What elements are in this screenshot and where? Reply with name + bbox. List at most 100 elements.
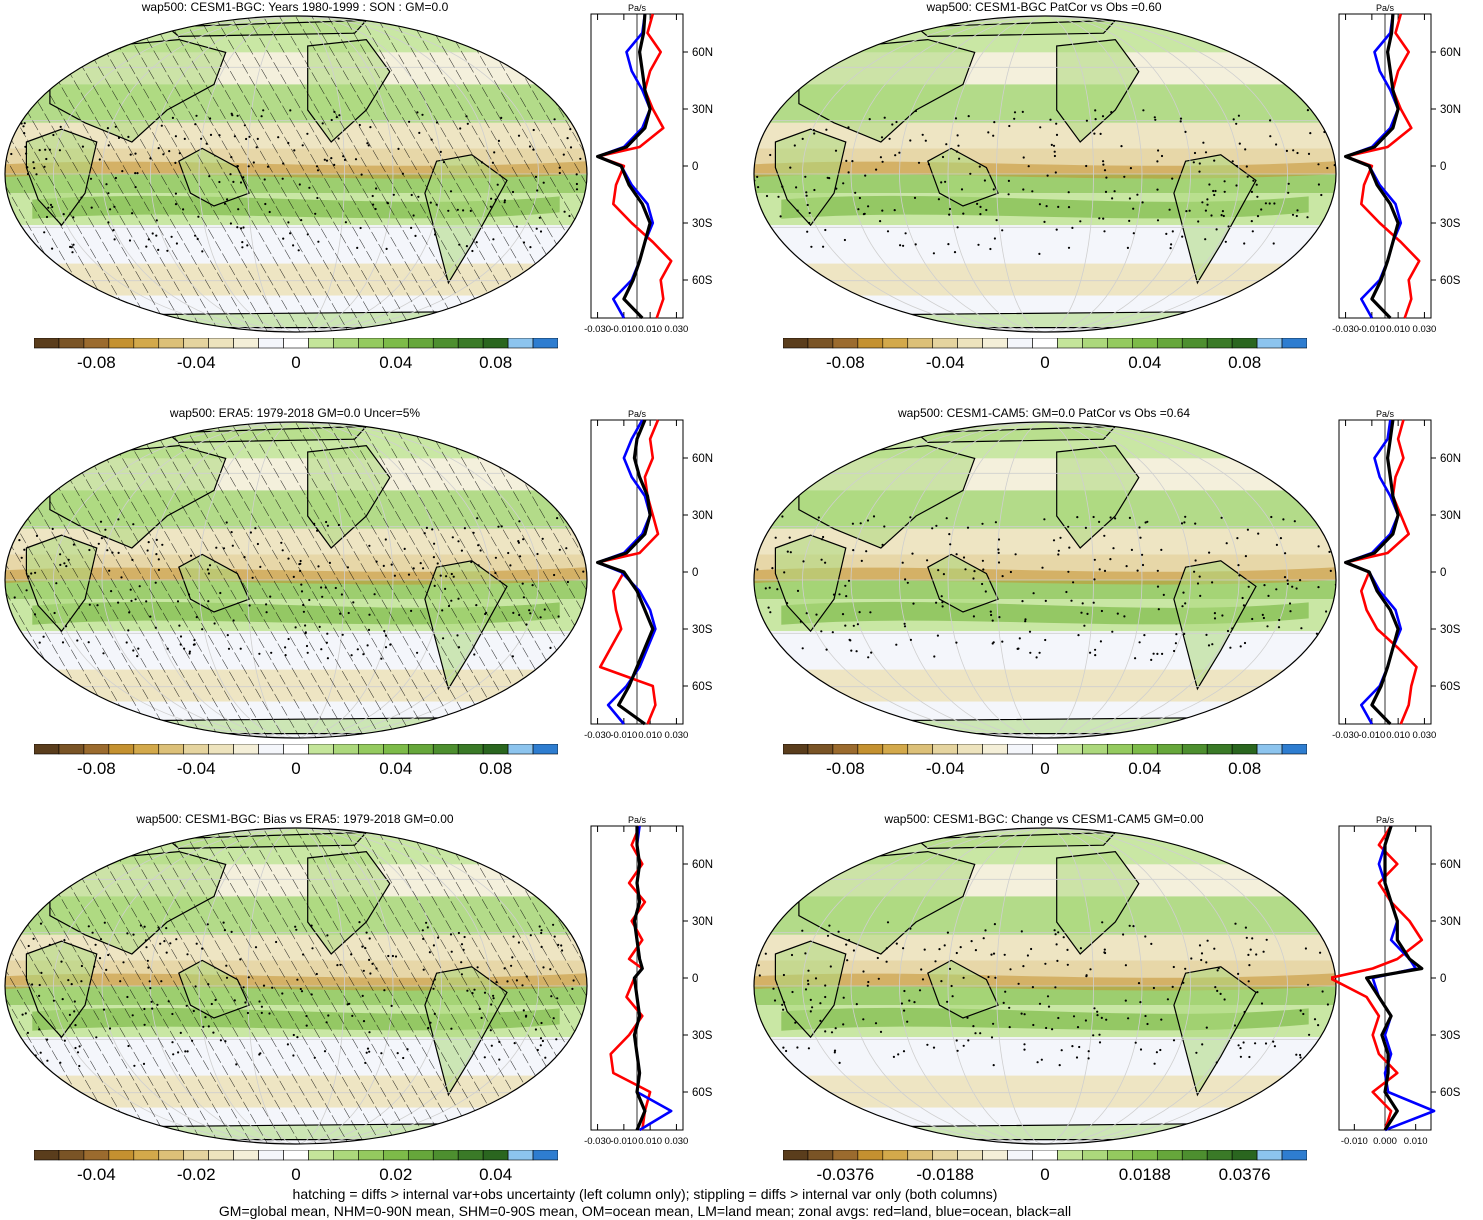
colorbar-label: -0.04: [177, 759, 216, 778]
field-band: [754, 669, 1336, 702]
colorbar-swatch: [83, 1150, 110, 1161]
field-band: [754, 1037, 1336, 1076]
map-border: [753, 827, 1337, 1145]
colorbar-swatch: [982, 744, 1008, 755]
profile-lat-label: 60S: [692, 1087, 713, 1099]
profile-x-tick: 0.010: [1386, 730, 1410, 741]
panel-3: wap500: ERA5: 1979-2018 GM=0.0 Uncer=5% P…: [0, 406, 734, 806]
colorbar-swatch: [34, 338, 60, 349]
profile-lat-label: 30S: [1440, 624, 1461, 636]
colorbar-swatch: [1107, 338, 1133, 349]
coastline: [927, 147, 999, 207]
colorbar-swatch: [982, 338, 1008, 349]
profile-lat-label: 30S: [692, 1030, 713, 1042]
colorbar-label: -0.04: [177, 353, 216, 372]
colorbar-label: 0: [291, 353, 300, 372]
map-field-4: [5, 828, 587, 1144]
colorbar-label: -0.08: [77, 759, 116, 778]
colorbar-swatch: [83, 338, 110, 349]
coastline: [774, 128, 847, 227]
colorbar-label: -0.04: [77, 1165, 116, 1184]
profile-lat-label: 30N: [692, 104, 713, 116]
coastline: [774, 940, 847, 1039]
colorbar-swatch: [1206, 744, 1233, 755]
coastline: [866, 716, 1223, 735]
map: [753, 827, 1337, 1145]
stippling: [754, 515, 1336, 661]
colorbar-swatch: [1057, 744, 1083, 755]
coastline: [1173, 966, 1257, 1097]
colorbar-swatch: [1206, 338, 1233, 349]
colorbar-swatch: [482, 1150, 509, 1161]
colorbar-swatch: [1082, 1150, 1108, 1161]
colorbar-swatch: [432, 338, 459, 349]
colorbar-swatch: [407, 744, 434, 755]
colorbar-swatch: [532, 744, 558, 755]
colorbar-swatch: [233, 744, 259, 755]
profile-lat-label: 30S: [1440, 1030, 1461, 1042]
colorbar-swatch: [1032, 1150, 1058, 1161]
profile-lat-label: 60N: [1440, 47, 1461, 59]
colorbar-swatch: [507, 1150, 534, 1161]
profile-lat-label: 30S: [1440, 218, 1461, 230]
colorbar-swatch: [208, 744, 234, 755]
colorbar-swatch: [34, 744, 60, 755]
colorbar-swatch: [532, 338, 558, 349]
zonal-land-line: [1344, 419, 1418, 725]
profile-x-tick: 0.000: [1373, 1136, 1397, 1147]
zonal-all-line: [1344, 13, 1400, 320]
field-strip: [781, 195, 1309, 219]
colorbar-swatch: [857, 1150, 884, 1161]
profile-lat-label: 30N: [1440, 916, 1461, 928]
profile-unit: Pa/s: [1376, 815, 1395, 825]
colorbar-swatch: [1156, 1150, 1183, 1161]
colorbar-label: -0.08: [826, 759, 865, 778]
coastline: [866, 1122, 1223, 1141]
profile-lat-label: 60S: [692, 275, 713, 287]
coastline: [914, 831, 1117, 850]
colorbar-swatch: [932, 744, 958, 755]
colorbar-swatch: [832, 1150, 859, 1161]
profile-x-tick: -0.010: [610, 324, 637, 335]
colorbar-swatch: [233, 338, 259, 349]
colorbar: -0.0376 -0.0188 0 0.0188 0.0376: [783, 1150, 1307, 1184]
colorbar-label: 0.04: [479, 1165, 512, 1184]
colorbar-swatch: [58, 338, 85, 349]
coastline: [1056, 38, 1140, 143]
colorbar-swatch: [283, 338, 309, 349]
colorbar-swatch: [457, 1150, 484, 1161]
map-title: wap500: CESM1-BGC: Years 1980-1999 : SON…: [141, 0, 449, 14]
profile-lat-label: 0: [1440, 161, 1446, 173]
colorbar-swatch: [108, 1150, 135, 1161]
colorbar-swatch: [882, 1150, 909, 1161]
colorbar-swatch: [158, 744, 185, 755]
zonal-all-line: [596, 419, 655, 726]
colorbar-swatch: [432, 1150, 459, 1161]
field-band: [754, 1075, 1336, 1108]
panel-2: wap500: CESM1-BGC PatCor vs Obs =0.60 Pa/…: [749, 0, 1483, 400]
colorbar-swatch: [283, 744, 309, 755]
colorbar: -0.08 -0.04 0 0.04 0.08: [34, 744, 558, 778]
colorbar-swatch: [1132, 1150, 1158, 1161]
zonal-all-line: [632, 826, 647, 1131]
colorbar-swatch: [507, 744, 534, 755]
profile-x-tick: -0.030: [584, 1136, 611, 1147]
colorbar-swatch: [1132, 338, 1158, 349]
profile-x-tick: 0.030: [1413, 324, 1437, 335]
profile-unit: Pa/s: [628, 409, 647, 419]
colorbar-label: 0.04: [379, 759, 412, 778]
colorbar-swatch: [807, 1150, 834, 1161]
colorbar-swatch: [1231, 744, 1258, 755]
colorbar-swatch: [383, 744, 409, 755]
colorbar-swatch: [957, 744, 983, 755]
colorbar-swatch: [1082, 338, 1108, 349]
map: [4, 827, 588, 1145]
coastline: [927, 553, 999, 613]
coastline: [1056, 850, 1140, 955]
colorbar-swatch: [1082, 744, 1108, 755]
colorbar-swatch: [957, 1150, 983, 1161]
colorbar-swatch: [1206, 1150, 1233, 1161]
field-strip: [781, 601, 1309, 625]
colorbar-swatch: [1231, 1150, 1258, 1161]
zonal-profile: Pa/s -0.030 -0.010 0.010 0.030 60N 30N 0 30S 60S: [584, 815, 713, 1147]
